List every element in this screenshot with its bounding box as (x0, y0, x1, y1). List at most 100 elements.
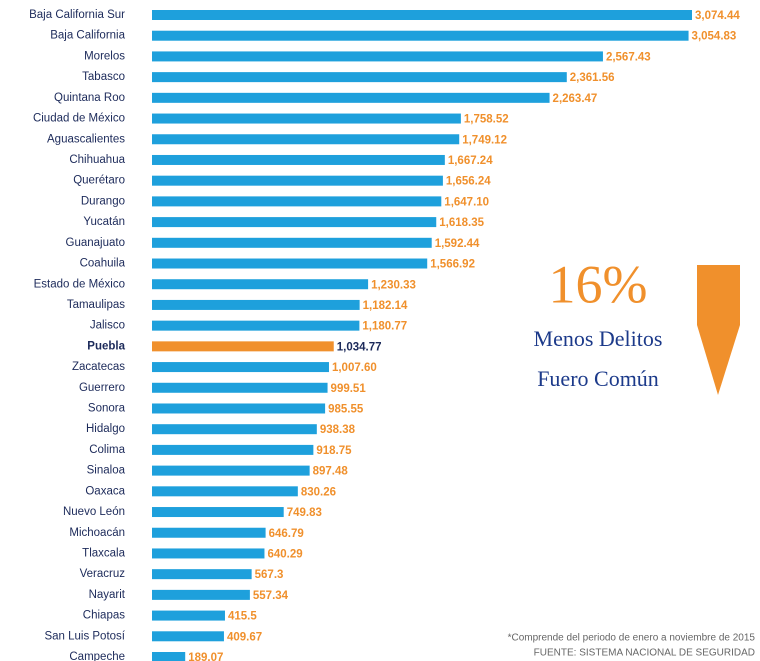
bar (152, 134, 460, 145)
bar (152, 258, 428, 269)
value-label: 1,656.24 (446, 176, 491, 188)
bar (152, 279, 369, 290)
value-label: 1,007.60 (332, 362, 377, 374)
value-label: 2,263.47 (553, 93, 598, 105)
category-label: Querétaro (73, 175, 125, 187)
bar (152, 486, 298, 497)
category-label: Chihuahua (69, 154, 125, 166)
value-label: 1,618.35 (439, 217, 484, 229)
bar (152, 299, 360, 310)
category-label: Yucatán (83, 216, 125, 228)
bar (152, 154, 445, 165)
value-label: 999.51 (331, 383, 367, 395)
bar (152, 631, 224, 642)
bar (152, 569, 252, 580)
category-label: Tamaulipas (67, 299, 125, 311)
down-arrow (697, 265, 740, 395)
category-label: Zacatecas (72, 361, 125, 373)
value-label: 415.5 (228, 611, 257, 623)
value-label: 1,034.77 (337, 341, 382, 353)
value-label: 1,749.12 (462, 134, 507, 146)
bar (152, 10, 692, 20)
category-label: Oaxaca (85, 485, 125, 497)
category-label: Colima (89, 444, 125, 456)
category-label: Baja California Sur (29, 9, 125, 21)
annotation-line: Menos Delitos (534, 326, 663, 351)
category-label: Tabasco (82, 71, 125, 83)
category-label: Campeche (69, 651, 125, 661)
category-label: Nuevo León (63, 506, 125, 518)
category-label: Hidalgo (86, 423, 125, 435)
value-label: 1,230.33 (371, 279, 416, 291)
value-label: 567.3 (255, 569, 284, 581)
category-label: Jalisco (90, 320, 125, 332)
bar (152, 113, 461, 124)
value-label: 1,758.52 (464, 114, 509, 126)
category-label: Tlaxcala (82, 547, 125, 559)
footnote: *Comprende del periodo de enero a noviem… (508, 633, 756, 644)
bar (152, 320, 360, 331)
value-label: 938.38 (320, 424, 356, 436)
bar (152, 444, 314, 455)
value-label: 2,361.56 (570, 72, 615, 84)
bar (152, 237, 432, 248)
category-label: Sonora (88, 403, 126, 415)
value-label: 1,667.24 (448, 155, 493, 167)
category-label: Estado de México (34, 278, 125, 290)
percent-annotation: 16% (549, 254, 648, 314)
value-label: 918.75 (316, 445, 352, 457)
bar (152, 424, 317, 435)
category-label: Puebla (87, 340, 125, 352)
value-label: 749.83 (287, 507, 322, 519)
category-label: Aguascalientes (47, 133, 125, 145)
bar (152, 217, 437, 228)
bar (152, 196, 442, 207)
bar (152, 465, 310, 476)
bar (152, 610, 225, 621)
bar (152, 382, 328, 393)
category-label: Chiapas (83, 610, 125, 622)
bar (152, 652, 186, 661)
category-label: Morelos (84, 50, 125, 62)
category-label: Guerrero (79, 382, 125, 394)
value-label: 1,647.10 (444, 196, 489, 208)
bar (152, 527, 266, 538)
bar (152, 341, 334, 352)
value-label: 830.26 (301, 486, 336, 498)
bar (152, 51, 603, 62)
category-label: Veracruz (80, 568, 126, 580)
category-label: San Luis Potosí (44, 630, 125, 642)
value-label: 640.29 (267, 548, 302, 560)
value-label: 646.79 (269, 528, 304, 540)
bar (152, 30, 689, 41)
category-label: Quintana Roo (54, 92, 125, 104)
value-label: 1,182.14 (363, 300, 408, 312)
bar (152, 92, 550, 103)
value-label: 1,566.92 (430, 259, 475, 271)
category-label: Guanajuato (66, 237, 125, 249)
bar (152, 175, 443, 186)
bar (152, 72, 567, 83)
value-label: 3,054.83 (692, 31, 737, 43)
value-label: 409.67 (227, 631, 262, 643)
value-label: 2,567.43 (606, 51, 651, 63)
value-label: 897.48 (313, 466, 349, 478)
source: FUENTE: SISTEMA NACIONAL DE SEGURIDAD (534, 648, 755, 659)
category-label: Coahuila (80, 258, 126, 270)
value-label: 985.55 (328, 404, 364, 416)
value-label: 1,592.44 (435, 238, 480, 250)
category-label: Ciudad de México (33, 113, 125, 125)
annotation-line: Fuero Común (537, 366, 659, 391)
bar (152, 362, 329, 373)
category-label: Baja California (50, 30, 125, 42)
value-label: 1,180.77 (362, 321, 407, 333)
category-label: Durango (81, 195, 125, 207)
bar (152, 548, 265, 559)
bar (152, 507, 284, 518)
category-label: Nayarit (89, 589, 126, 601)
category-label: Michoacán (69, 527, 125, 539)
value-label: 189.07 (188, 652, 223, 661)
bar (152, 403, 326, 414)
value-label: 557.34 (253, 590, 289, 602)
